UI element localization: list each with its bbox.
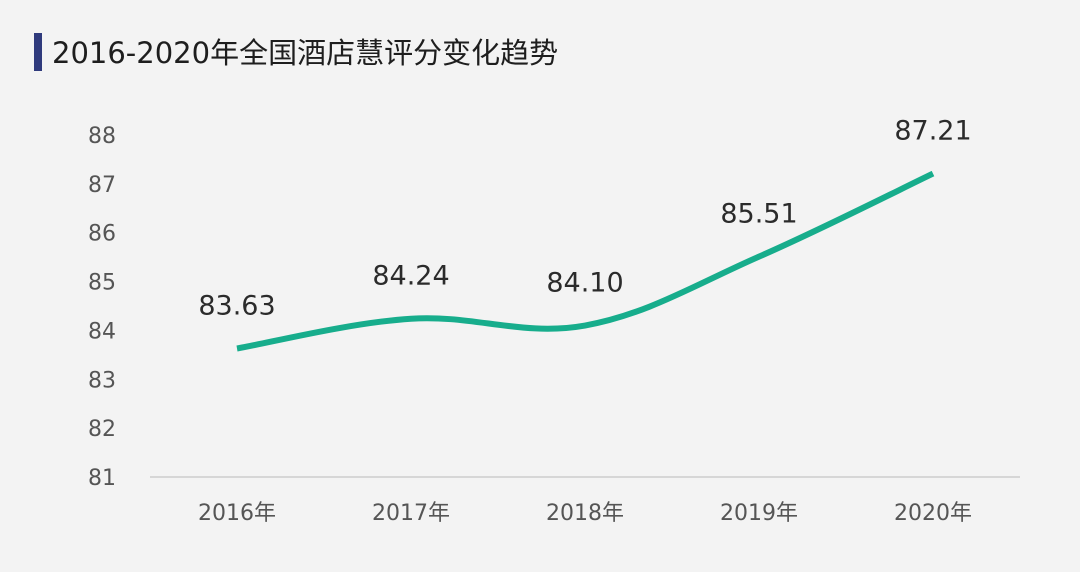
x-tick-label: 2017年	[372, 501, 450, 526]
data-labels: 83.63 84.24 84.10 85.51 87.21	[198, 116, 971, 322]
y-tick-label: 85	[88, 271, 116, 296]
x-tick-label: 2020年	[894, 501, 972, 526]
data-label: 84.24	[372, 261, 449, 292]
x-tick-label: 2018年	[546, 501, 624, 526]
y-tick-label: 83	[88, 368, 116, 393]
data-label: 84.10	[546, 268, 623, 299]
x-axis: 2016年 2017年 2018年 2019年 2020年	[150, 476, 1020, 526]
y-tick-label: 87	[88, 173, 116, 198]
data-label: 87.21	[894, 116, 971, 147]
chart-title: 2016-2020年全国酒店慧评分变化趋势	[52, 36, 559, 70]
series-layer	[236, 170, 935, 352]
y-tick-label: 84	[88, 319, 116, 344]
data-label: 83.63	[198, 291, 275, 322]
data-label: 85.51	[720, 199, 797, 230]
y-tick-label: 88	[88, 124, 116, 149]
x-tick-label: 2016年	[198, 501, 276, 526]
x-tick-label: 2019年	[720, 501, 798, 526]
y-tick-label: 86	[88, 222, 116, 247]
y-tick-label: 81	[88, 466, 116, 491]
title-accent-bar	[34, 33, 42, 71]
y-tick-label: 82	[88, 417, 116, 442]
y-axis: 81 82 83 84 85 86 87 88	[88, 124, 116, 491]
series-line	[236, 170, 935, 352]
